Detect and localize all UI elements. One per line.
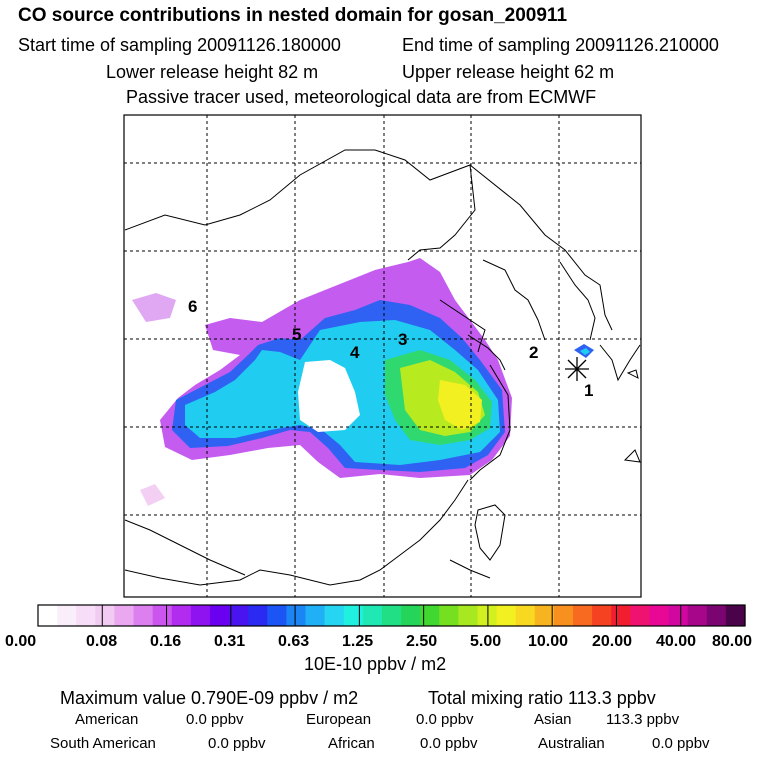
colorbar-swatch (573, 605, 593, 626)
colorbar-swatch (267, 605, 288, 626)
colorbar-swatch (534, 605, 555, 626)
colorbar-swatch (611, 605, 631, 626)
colorbar-swatch (76, 605, 96, 626)
colorbar (38, 605, 746, 626)
colorbar-swatch (248, 605, 268, 626)
colorbar-swatch (305, 605, 326, 626)
colorbar-swatch (687, 605, 708, 626)
colorbar-swatch (95, 605, 116, 626)
colorbar-swatch (649, 605, 670, 626)
colorbar-swatch (630, 605, 651, 626)
american-value: 0.0 ppbv (186, 711, 244, 728)
colorbar-label: 0.08 (86, 633, 117, 650)
colorbar-swatch (592, 605, 612, 626)
map-frame (123, 114, 642, 598)
tracer-note: Passive tracer used, meteorological data… (126, 87, 597, 107)
colorbar-labels: 0.00 0.08 0.16 0.31 0.63 1.25 2.50 5.00 … (5, 633, 752, 650)
region-label-6: 6 (188, 297, 197, 316)
grid-lines (124, 115, 641, 597)
american-label: American (75, 711, 139, 728)
colorbar-label: 0.63 (278, 633, 309, 650)
colorbar-label: 5.00 (470, 633, 501, 650)
upper-release-height: Upper release height 62 m (402, 62, 615, 82)
colorbar-swatch (171, 605, 192, 626)
colorbar-frame (37, 604, 746, 627)
total-mixing-ratio: Total mixing ratio 113.3 ppbv (428, 688, 656, 708)
coastlines (124, 149, 641, 586)
colorbar-swatch (362, 605, 383, 626)
colorbar-swatch (553, 605, 574, 626)
colorbar-swatch (668, 605, 689, 626)
colorbar-swatch (381, 605, 402, 626)
colorbar-swatch (515, 605, 536, 626)
south-american-value: 0.0 ppbv (208, 735, 266, 752)
south-american-label: South American (50, 735, 156, 752)
colorbar-label: 0.31 (214, 633, 245, 650)
asterisk-icon (565, 357, 589, 381)
colorbar-swatch (725, 605, 746, 626)
colorbar-label: 40.00 (656, 633, 696, 650)
colorbar-swatch (286, 605, 307, 626)
colorbar-major-ticks (101, 605, 682, 626)
colorbar-swatch (114, 605, 135, 626)
end-time: End time of sampling 20091126.210000 (402, 35, 719, 55)
maximum-value: Maximum value 0.790E-09 ppbv / m2 (60, 688, 359, 708)
colorbar-label: 20.00 (592, 633, 632, 650)
region-label-4: 4 (350, 343, 360, 362)
colorbar-label: 80.00 (712, 633, 752, 650)
colorbar-swatch (133, 605, 154, 626)
colorbar-swatch (439, 605, 459, 626)
colorbar-label: 0.00 (5, 633, 36, 650)
colorbar-swatch (458, 605, 479, 626)
lower-release-height: Lower release height 82 m (106, 62, 319, 82)
colorbar-swatch (209, 605, 230, 626)
region-label-2: 2 (529, 343, 538, 362)
colorbar-swatch (324, 605, 345, 626)
australian-label: Australian (538, 735, 605, 752)
colorbar-swatch (401, 605, 421, 626)
colorbar-swatch (57, 605, 77, 626)
colorbar-swatch (477, 605, 498, 626)
region-label-5: 5 (292, 325, 301, 344)
colorbar-label: 0.16 (150, 633, 181, 650)
colorbar-swatch (152, 605, 173, 626)
start-time: Start time of sampling 20091126.180000 (18, 35, 341, 55)
plume-field (132, 258, 594, 506)
colorbar-swatch (190, 605, 211, 626)
colorbar-swatch (420, 605, 440, 626)
region-label-1: 1 (584, 381, 593, 400)
colorbar-unit: 10E-10 ppbv / m2 (304, 654, 447, 674)
african-value: 0.0 ppbv (420, 735, 478, 752)
colorbar-swatch (38, 605, 58, 626)
australian-value: 0.0 ppbv (652, 735, 710, 752)
region-label-3: 3 (398, 330, 407, 349)
colorbar-label: 10.00 (528, 633, 568, 650)
european-label: European (306, 711, 372, 728)
page-title: CO source contributions in nested domain… (18, 5, 568, 26)
colorbar-swatch (496, 605, 517, 626)
colorbar-label: 1.25 (342, 633, 373, 650)
colorbar-label: 2.50 (406, 633, 437, 650)
african-label: African (328, 735, 375, 752)
colorbar-swatch (706, 605, 727, 626)
asian-label: Asian (534, 711, 572, 728)
colorbar-swatch (343, 605, 364, 626)
colorbar-swatch (229, 605, 249, 626)
asian-value: 113.3 ppbv (606, 711, 680, 728)
european-value: 0.0 ppbv (416, 711, 474, 728)
